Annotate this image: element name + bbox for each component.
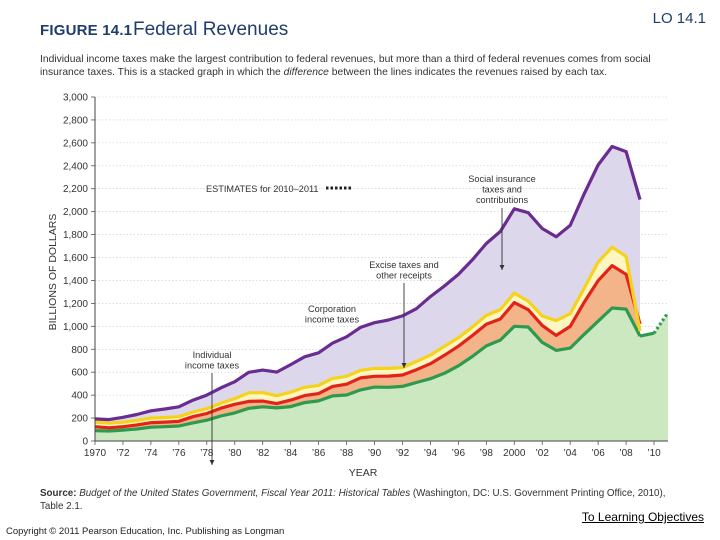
y-tick-label: 1,400	[63, 276, 88, 287]
source-title: Budget of the United States Government, …	[79, 488, 411, 499]
x-tick-label: ’10	[647, 448, 661, 459]
caption-part-2: between the lines indicates the revenues…	[328, 67, 608, 78]
y-tick-label: 2,000	[63, 207, 88, 218]
chart-estimates	[652, 311, 670, 335]
figure-caption: Individual income taxes make the largest…	[40, 53, 690, 79]
individual-income-arrow-head	[209, 460, 215, 465]
social-insurance-label-line: Social insurance	[468, 174, 535, 184]
social-insurance-label-line: taxes and	[482, 185, 522, 195]
y-tick-label: 1,000	[63, 322, 88, 333]
y-tick-label: 400	[71, 391, 88, 402]
individual-income-label-line: income taxes	[185, 361, 240, 371]
chart-annotations: Social insurance taxes and contributions Ex…	[185, 174, 536, 465]
figure-title: Federal Revenues	[133, 19, 289, 40]
x-tick-label: ’76	[172, 448, 186, 459]
y-axis-title: BILLIONS OF DOLLARS	[47, 214, 59, 331]
social-insurance-label-line: contributions	[476, 195, 528, 205]
x-tick-label: ’04	[563, 448, 577, 459]
y-tick-label: 1,800	[63, 230, 88, 241]
x-tick-label: ’80	[228, 448, 242, 459]
x-tick-label: ’88	[340, 448, 354, 459]
chart-lines	[94, 144, 655, 433]
x-tick-label: 2000	[503, 448, 526, 459]
estimate-dashed-line	[652, 311, 670, 335]
x-tick-label: ’82	[256, 448, 270, 459]
source-label: Source:	[40, 488, 80, 499]
caption-part-1: Individual income taxes make the largest…	[40, 54, 651, 78]
y-tick-label: 1,600	[63, 253, 88, 264]
excise-label-line: Excise taxes and	[369, 260, 438, 270]
x-tick-labels: 1970 ’72 ’74 ’76 ’78 ’80 ’82 ’84 ’86 ’88 ’90 ’92 ’94…	[84, 448, 661, 459]
social-insurance-label: Social insurance taxes and contributions	[468, 174, 535, 205]
learning-objective-badge: LO 14.1	[652, 10, 706, 27]
individual-income-line	[94, 306, 642, 433]
y-tick-label: 2,200	[63, 184, 88, 195]
y-tick-label: 0	[82, 437, 88, 448]
source-note: Source: Budget of the United States Gove…	[40, 488, 680, 513]
x-tick-label: ’72	[116, 448, 130, 459]
estimates-area	[640, 312, 668, 441]
x-tick-label: ’86	[312, 448, 326, 459]
estimate-solid-line	[639, 331, 655, 338]
social-insurance-arrow-head	[499, 265, 505, 270]
x-tick-label: 1970	[84, 448, 107, 459]
learning-objectives-link[interactable]: To Learning Objectives	[581, 510, 704, 524]
x-tick-label: ’96	[452, 448, 466, 459]
social-insurance-line	[94, 144, 642, 422]
y-tick-label: 200	[71, 414, 88, 425]
x-tick-label: ’84	[284, 448, 298, 459]
x-axis-title: YEAR	[349, 467, 378, 479]
figure-label: FIGURE 14.1	[40, 22, 133, 39]
corporation-line	[94, 264, 642, 430]
chart-areas	[95, 146, 668, 441]
corporation-label-line: Corporation	[308, 304, 356, 314]
x-tick-label: ’98	[480, 448, 494, 459]
individual-income-label: Individual income taxes	[185, 350, 240, 371]
y-tick-label: 1,200	[63, 299, 88, 310]
x-tick-label: ’94	[424, 448, 438, 459]
y-tick-label: 800	[71, 345, 88, 356]
y-tick-label: 3,000	[63, 93, 88, 104]
x-tick-label: ’08	[619, 448, 633, 459]
y-tick-label: 2,400	[63, 161, 88, 172]
individual-income-label-line: Individual	[193, 350, 232, 360]
excise-line	[94, 245, 642, 425]
copyright-notice: Copyright © 2011 Pearson Education, Inc.…	[6, 526, 285, 537]
excise-arrow-head	[401, 363, 407, 368]
x-tick-label: ’92	[396, 448, 410, 459]
corporation-label: Corporation income taxes	[305, 304, 360, 325]
caption-emphasis: difference	[283, 67, 329, 78]
y-tick-label: 2,600	[63, 138, 88, 149]
individual-income-area	[95, 308, 641, 441]
source-detail: (Washington, DC: U.S. Government Printin…	[40, 488, 666, 512]
x-tick-label: ’74	[144, 448, 158, 459]
y-tick-labels: 0 200 400 600 800 1,000 1,200 1,400 1,600 1,800 2,…	[63, 93, 88, 448]
excise-label-line: other receipts	[376, 271, 432, 281]
y-tick-label: 600	[71, 368, 88, 379]
x-tick-label: ’02	[536, 448, 550, 459]
excise-label: Excise taxes and other receipts	[369, 260, 438, 281]
y-tick-label: 2,800	[63, 115, 88, 126]
x-tick-label: ’90	[368, 448, 382, 459]
x-tick-label: ’06	[591, 448, 605, 459]
estimates-legend-label: ESTIMATES for 2010–2011	[206, 184, 319, 194]
x-tick-label: ’78	[200, 448, 214, 459]
chart-axes	[91, 96, 668, 445]
corporation-label-line: income taxes	[305, 315, 360, 325]
